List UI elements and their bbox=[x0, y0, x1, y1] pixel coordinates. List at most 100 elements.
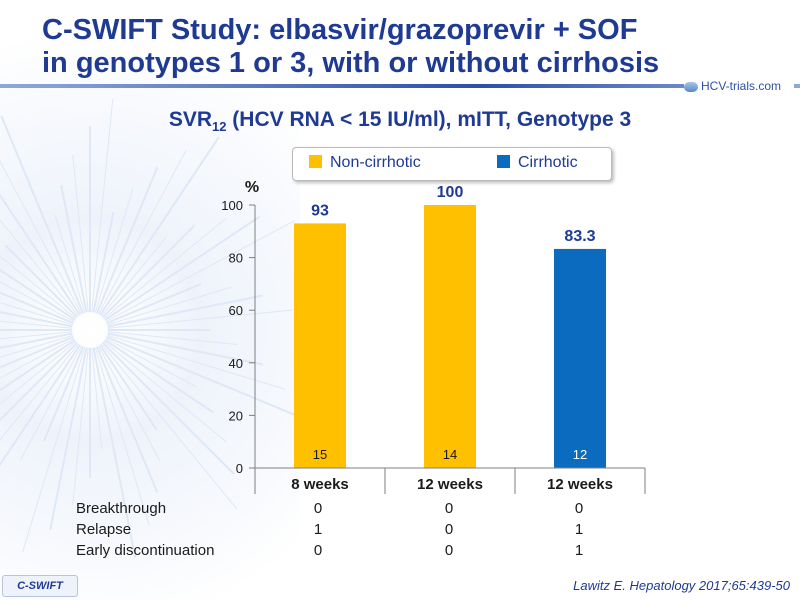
study-badge: C-SWIFT bbox=[2, 575, 78, 597]
cell-relapse-3: 1 bbox=[574, 521, 584, 538]
outcome-row-labels: Breakthrough Relapse Early discontinuati… bbox=[76, 498, 214, 561]
burst-ray bbox=[103, 341, 227, 443]
burst-ray bbox=[0, 338, 75, 379]
bar-n-label: 15 bbox=[313, 447, 327, 462]
burst-ray bbox=[0, 291, 74, 325]
burst-ray bbox=[0, 344, 81, 467]
burst-ray bbox=[94, 188, 134, 313]
burst-ray bbox=[54, 215, 86, 313]
burst-ray bbox=[0, 334, 73, 358]
bar-value-label: 83.3 bbox=[564, 228, 595, 245]
cell-early-discontinuation-3: 1 bbox=[574, 542, 584, 559]
burst-ray bbox=[107, 332, 263, 366]
chart-subtitle: SVR12 (HCV RNA < 15 IU/ml), mITT, Genoty… bbox=[0, 108, 800, 134]
background-burst bbox=[0, 99, 300, 558]
burst-ray bbox=[101, 236, 167, 317]
cell-breakthrough-3: 0 bbox=[574, 500, 584, 517]
cell-relapse-1: 1 bbox=[313, 521, 323, 538]
chart-legend: Non-cirrhotic Cirrhotic bbox=[292, 147, 612, 181]
legend-item-non-cirrhotic: Non-cirrhotic bbox=[309, 154, 421, 172]
burst-ray bbox=[43, 346, 85, 442]
row-label-early-discontinuation: Early discontinuation bbox=[76, 542, 215, 559]
burst-ray bbox=[92, 212, 115, 313]
burst-ray bbox=[95, 346, 159, 493]
burst-ray bbox=[72, 154, 89, 313]
title-divider bbox=[0, 84, 800, 88]
burst-ray bbox=[101, 343, 238, 510]
burst-ray bbox=[0, 268, 76, 321]
bar bbox=[554, 248, 606, 468]
bar-value-label: 100 bbox=[437, 184, 464, 201]
outcome-column-3: 0 1 1 bbox=[549, 498, 609, 561]
y-tick-label: 0 bbox=[236, 461, 243, 476]
x-category-label: 12 weeks bbox=[547, 476, 613, 493]
bar-n-label: 14 bbox=[443, 447, 457, 462]
burst-ray bbox=[22, 347, 86, 553]
y-axis-title: % bbox=[245, 179, 259, 196]
row-label-breakthrough: Breakthrough bbox=[76, 500, 167, 517]
burst-ray bbox=[107, 286, 232, 326]
row-label-relapse: Relapse bbox=[76, 521, 132, 538]
cell-early-discontinuation-2: 0 bbox=[444, 542, 454, 559]
burst-ray bbox=[0, 311, 73, 328]
logo-icon bbox=[684, 81, 698, 92]
burst-ray bbox=[107, 331, 238, 346]
burst-ray bbox=[94, 347, 150, 526]
burst-ray bbox=[99, 136, 220, 316]
burst-ray bbox=[0, 335, 74, 369]
burst-ray bbox=[98, 345, 161, 461]
burst-ray bbox=[103, 217, 227, 319]
burst-ray bbox=[104, 339, 214, 414]
legend-item-cirrhotic: Cirrhotic bbox=[497, 154, 578, 172]
legend-swatch-cirrhotic bbox=[497, 155, 510, 168]
outcome-column-2: 0 0 0 bbox=[419, 498, 479, 561]
burst-ray bbox=[99, 344, 158, 431]
burst-ray bbox=[49, 347, 88, 531]
title-line-2: in genotypes 1 or 3, with or without cir… bbox=[42, 47, 660, 79]
burst-ray bbox=[0, 343, 79, 441]
background-decoration bbox=[0, 0, 300, 600]
burst-ray bbox=[107, 294, 263, 328]
burst-ray bbox=[4, 244, 78, 318]
burst-ray bbox=[98, 149, 187, 315]
site-logo: HCV-trials.com bbox=[684, 76, 794, 96]
burst-ray bbox=[0, 331, 73, 340]
y-tick-label: 100 bbox=[221, 198, 243, 213]
burst-ray bbox=[0, 339, 76, 392]
burst-ray bbox=[107, 309, 294, 329]
burst-ray bbox=[0, 341, 77, 405]
cell-early-discontinuation-1: 0 bbox=[313, 542, 323, 559]
legend-label-non-cirrhotic: Non-cirrhotic bbox=[330, 154, 421, 171]
cell-breakthrough-2: 0 bbox=[444, 500, 454, 517]
burst-ray bbox=[0, 115, 85, 314]
burst-ray bbox=[105, 338, 197, 388]
burst-ray bbox=[0, 219, 79, 317]
subtitle-prefix: SVR bbox=[168, 108, 212, 131]
slide-title: C-SWIFT Study: elbasvir/grazoprevir + SO… bbox=[42, 14, 742, 80]
burst-ray bbox=[60, 184, 88, 313]
legend-swatch-non-cirrhotic bbox=[309, 155, 322, 168]
bar-n-label: 12 bbox=[573, 447, 587, 462]
cell-breakthrough-1: 0 bbox=[313, 500, 323, 517]
burst-ray bbox=[0, 320, 73, 329]
y-tick-label: 40 bbox=[229, 356, 243, 371]
burst-ray bbox=[91, 99, 114, 313]
subtitle-subscript: 12 bbox=[212, 119, 227, 135]
burst-ray bbox=[95, 167, 159, 314]
burst-ray bbox=[91, 347, 103, 450]
cell-relapse-2: 0 bbox=[444, 521, 454, 538]
y-tick-label: 80 bbox=[229, 251, 243, 266]
burst-ray bbox=[106, 283, 202, 325]
x-category-label: 8 weeks bbox=[291, 476, 349, 493]
burst-ray bbox=[102, 342, 235, 475]
burst-ray bbox=[0, 342, 78, 422]
bar-value-label: 93 bbox=[311, 202, 329, 219]
burst-ray bbox=[104, 215, 261, 321]
burst-ray bbox=[0, 255, 77, 319]
burst-ray bbox=[0, 281, 75, 322]
burst-ray bbox=[92, 347, 137, 558]
legend-label-cirrhotic: Cirrhotic bbox=[518, 154, 578, 171]
subtitle-rest: (HCV RNA < 15 IU/ml), mITT, Genotype 3 bbox=[226, 108, 632, 131]
burst-ray bbox=[106, 335, 300, 419]
